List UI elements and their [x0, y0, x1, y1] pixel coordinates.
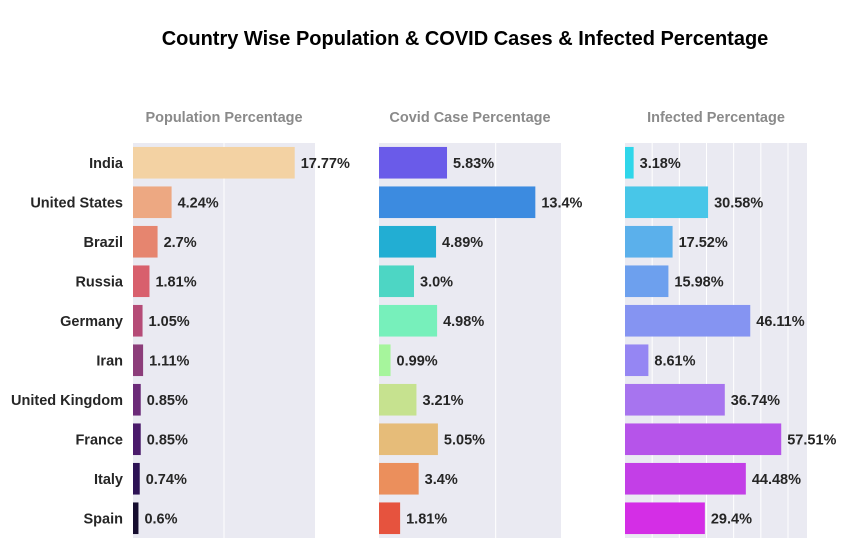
value-label: 17.52%	[679, 235, 728, 251]
country-label: Iran	[96, 353, 123, 369]
value-label: 30.58%	[714, 195, 763, 211]
bar-brazil	[625, 225, 673, 258]
value-label: 3.0%	[420, 274, 453, 290]
value-label: 3.21%	[422, 393, 463, 409]
value-label: 4.24%	[178, 195, 219, 211]
value-label: 1.81%	[155, 274, 196, 290]
bar-united-states	[625, 186, 709, 219]
value-label: 17.77%	[301, 156, 350, 172]
bar-spain	[625, 502, 705, 535]
value-label: 1.11%	[149, 353, 189, 369]
bar-iran	[625, 344, 649, 377]
panels-group: Population Percentage 17.77% 4.24% 2.7% 1.81…	[11, 110, 837, 538]
value-label: 3.18%	[640, 156, 681, 172]
bar-france	[379, 423, 438, 456]
value-label: 5.83%	[453, 156, 494, 172]
chart-title: Country Wise Population & COVID Cases & …	[162, 28, 769, 50]
bar-united-kingdom	[379, 383, 417, 416]
value-label: 0.99%	[397, 353, 438, 369]
value-label: 5.05%	[444, 432, 485, 448]
bar-india	[379, 146, 448, 179]
bar-india	[625, 146, 634, 179]
panel-2: Covid Case Percentage 5.83% 13.4% 4.89% 3.0%…	[379, 110, 583, 538]
panel-1: Population Percentage 17.77% 4.24% 2.7% 1.81…	[11, 110, 350, 538]
bar-united-states	[133, 186, 172, 219]
bar-united-kingdom	[625, 383, 725, 416]
panel-title: Covid Case Percentage	[389, 110, 550, 126]
bar-spain	[133, 502, 139, 535]
bar-france	[625, 423, 782, 456]
value-label: 57.51%	[787, 432, 836, 448]
country-label: Brazil	[84, 235, 124, 251]
country-label: France	[75, 432, 123, 448]
bar-united-states	[379, 186, 536, 219]
bar-iran	[133, 344, 144, 377]
country-label: United Kingdom	[11, 393, 123, 409]
bar-spain	[379, 502, 401, 535]
value-label: 0.85%	[147, 432, 188, 448]
value-label: 4.98%	[443, 314, 484, 330]
value-label: 46.11%	[756, 314, 804, 330]
bar-germany	[625, 304, 751, 337]
panel-3: Infected Percentage 3.18% 30.58% 17.52% 15.9…	[625, 110, 837, 538]
bar-united-kingdom	[133, 383, 141, 416]
bar-russia	[133, 265, 150, 298]
value-label: 36.74%	[731, 393, 780, 409]
country-label: Germany	[60, 314, 123, 330]
bar-india	[133, 146, 295, 179]
value-label: 15.98%	[674, 274, 723, 290]
panel-title: Infected Percentage	[647, 110, 785, 126]
country-label: India	[89, 156, 124, 172]
value-label: 44.48%	[752, 472, 801, 488]
bar-italy	[379, 462, 419, 495]
value-label: 1.81%	[406, 511, 447, 527]
bar-italy	[625, 462, 746, 495]
value-label: 3.4%	[425, 472, 458, 488]
value-label: 0.74%	[146, 472, 187, 488]
value-label: 0.6%	[144, 511, 177, 527]
panel-title: Population Percentage	[145, 110, 302, 126]
value-label: 2.7%	[164, 235, 197, 251]
bar-brazil	[133, 225, 158, 258]
country-label: Spain	[84, 511, 123, 527]
value-label: 1.05%	[149, 314, 190, 330]
bar-france	[133, 423, 141, 456]
value-label: 8.61%	[654, 353, 695, 369]
bar-germany	[133, 304, 143, 337]
country-label: Italy	[94, 472, 123, 488]
value-label: 0.85%	[147, 393, 188, 409]
value-label: 4.89%	[442, 235, 483, 251]
country-label: United States	[30, 195, 123, 211]
value-label: 29.4%	[711, 511, 752, 527]
value-label: 13.4%	[541, 195, 582, 211]
bar-russia	[625, 265, 669, 298]
bar-germany	[379, 304, 438, 337]
bar-italy	[133, 462, 140, 495]
bar-russia	[379, 265, 414, 298]
country-label: Russia	[75, 274, 123, 290]
bar-iran	[379, 344, 391, 377]
bar-brazil	[379, 225, 437, 258]
